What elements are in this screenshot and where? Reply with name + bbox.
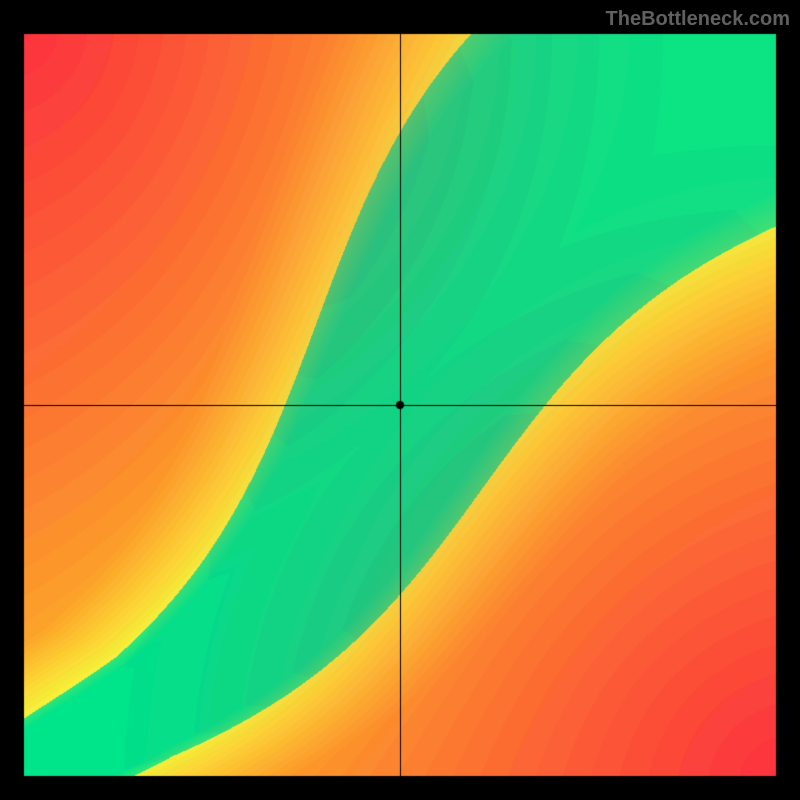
heatmap-canvas <box>0 0 800 800</box>
chart-container: TheBottleneck.com <box>0 0 800 800</box>
watermark-text: TheBottleneck.com <box>606 8 790 31</box>
